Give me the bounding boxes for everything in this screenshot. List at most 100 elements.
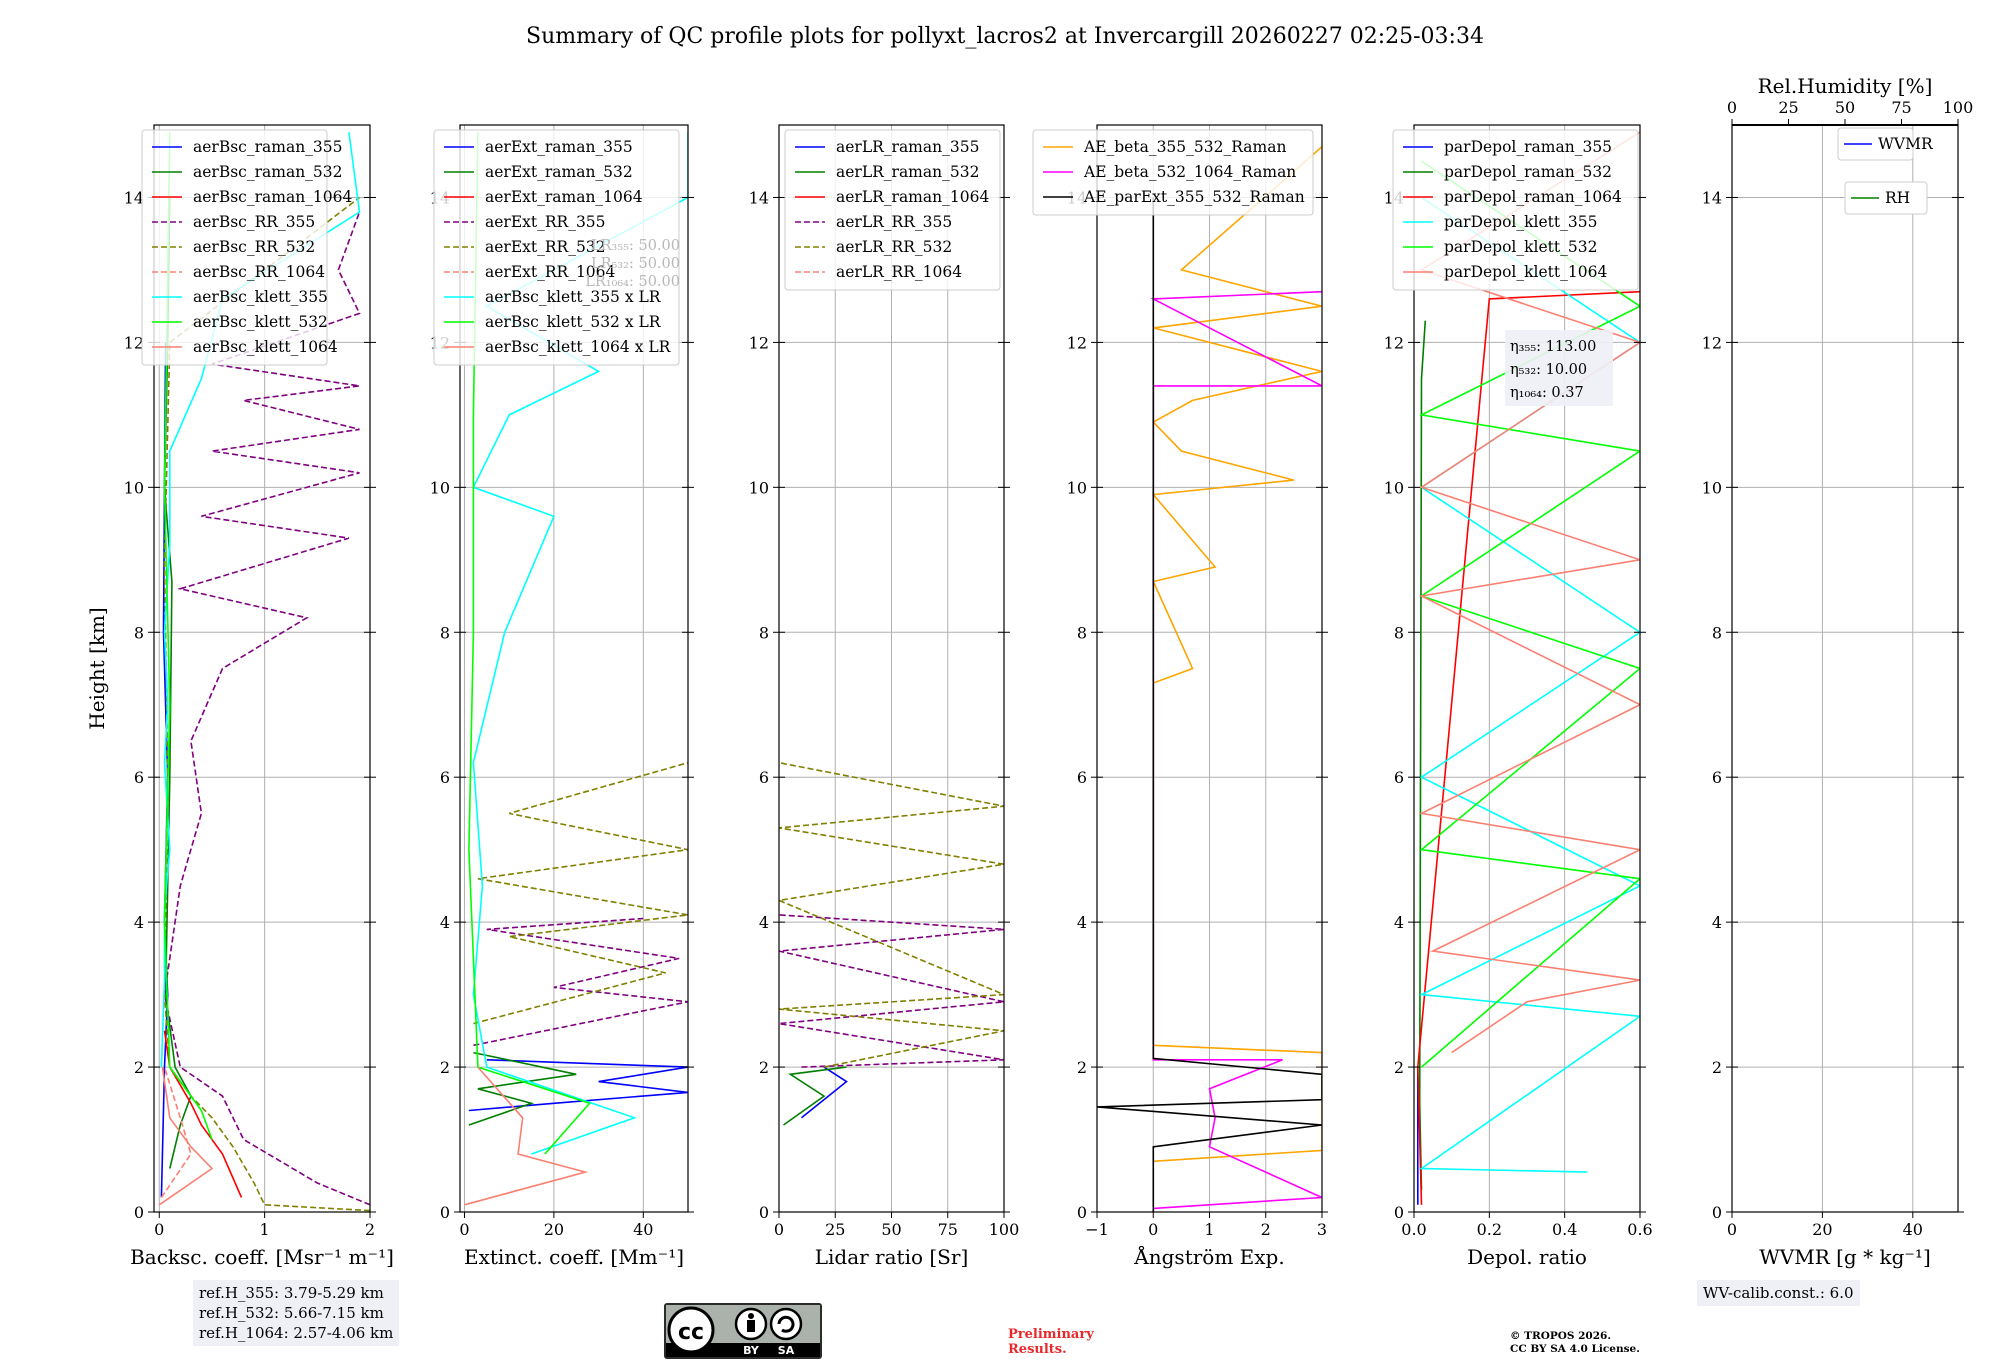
series-group <box>779 761 1004 1126</box>
cc-license-badge: cc BY SA <box>664 1303 822 1359</box>
wv-calib-box: WV-calib.const.: 6.0 <box>1697 1280 1860 1306</box>
wv-calib-text: WV-calib.const.: 6.0 <box>1703 1284 1854 1302</box>
y-tick-label: 2 <box>1394 1058 1404 1077</box>
y-tick-label: 0 <box>759 1203 769 1222</box>
legend-label-parDepol_raman_532: parDepol_raman_532 <box>1444 163 1612 181</box>
x-tick-label: 75 <box>938 1220 958 1239</box>
y-tick-label: 2 <box>134 1058 144 1077</box>
eta-annotation: η₅₃₂: 10.00 <box>1510 362 1587 378</box>
y-tick-label: 0 <box>134 1203 144 1222</box>
y-tick-label: 4 <box>134 913 144 932</box>
legend-label-aerBsc_RR_532: aerBsc_RR_532 <box>193 238 315 256</box>
x-tick-label: 25 <box>825 1220 845 1239</box>
y-tick-label: 12 <box>1384 333 1404 352</box>
legend-label-aerBsc_raman_355: aerBsc_raman_355 <box>193 138 343 156</box>
y-tick-label: 12 <box>749 333 769 352</box>
legend-label-aerBsc_klett_1064: aerBsc_klett_1064 <box>193 338 338 356</box>
x-tick-label: 40 <box>1903 1220 1923 1239</box>
y-tick-label: 8 <box>134 623 144 642</box>
top-x-tick-label: 0 <box>1727 98 1737 117</box>
legend-label-parDepol_raman_1064: parDepol_raman_1064 <box>1444 188 1622 206</box>
top-x-tick-label: 25 <box>1778 98 1798 117</box>
legend-label-aerBsc_klett_532 x LR: aerBsc_klett_532 x LR <box>485 313 662 331</box>
y-tick-label: 6 <box>1394 768 1404 787</box>
ref-height-532: ref.H_532: 5.66-7.15 km <box>199 1304 384 1322</box>
x-tick-label: 2 <box>1261 1220 1271 1239</box>
y-tick-label: 0 <box>1712 1203 1722 1222</box>
lr-annotation: LR₃₅₅: 50.00 <box>591 238 680 254</box>
series-line-aerLR_RR_532 <box>779 761 1004 1068</box>
eta-annotation: η₃₅₅: 113.00 <box>1510 339 1596 355</box>
cc-text: cc <box>678 1320 704 1345</box>
y-tick-label: 8 <box>1077 623 1087 642</box>
legend-label-aerLR_raman_532: aerLR_raman_532 <box>836 163 979 181</box>
series-line-aerExt_RR_355 <box>473 917 688 1047</box>
x-tick-label: 20 <box>1812 1220 1832 1239</box>
legend-label-aerBsc_raman_1064: aerBsc_raman_1064 <box>193 188 353 206</box>
y-tick-label: 8 <box>1712 623 1722 642</box>
x-tick-label: 1 <box>260 1220 270 1239</box>
legend-label-AE_beta_355_532_Raman: AE_beta_355_532_Raman <box>1083 138 1286 156</box>
y-tick-label: 14 <box>1702 188 1722 207</box>
copyright-line2: CC BY SA 4.0 License. <box>1510 1343 1640 1355</box>
legend-label-RH: RH <box>1885 189 1910 207</box>
y-tick-label: 12 <box>1067 333 1087 352</box>
y-tick-label: 2 <box>759 1058 769 1077</box>
x-tick-label: 0.6 <box>1627 1220 1652 1239</box>
legend-label-aerLR_RR_355: aerLR_RR_355 <box>836 213 952 231</box>
x-axis-label: Extinct. coeff. [Mm⁻¹] <box>464 1245 684 1269</box>
y-tick-label: 10 <box>1702 478 1722 497</box>
panel-lidar_ratio: 0 2 4 6 8 10 12 14 0 25 50 75 100 Lidar ratio [Sr] aer… <box>749 124 1019 1269</box>
legend-box <box>433 129 680 366</box>
legend: WVMR RH <box>1837 127 1934 215</box>
legend: aerExt_raman_355 aerExt_raman_532 aerExt_r… <box>433 129 680 366</box>
x-tick-label: 0 <box>774 1220 784 1239</box>
series-line-parDepol_raman_532 <box>1418 320 1427 1191</box>
cc-by-text: BY <box>743 1344 760 1357</box>
legend: aerLR_raman_355 aerLR_raman_532 aerLR_rama… <box>784 129 1001 291</box>
y-tick-label: 10 <box>1384 478 1404 497</box>
cc-sa-text: SA <box>778 1344 795 1357</box>
legend-box <box>1032 129 1314 216</box>
legend-label-aerExt_raman_1064: aerExt_raman_1064 <box>485 188 643 206</box>
y-tick-label: 6 <box>1712 768 1722 787</box>
y-tick-label: 14 <box>124 188 144 207</box>
y-tick-label: 0 <box>440 1203 450 1222</box>
legend-label-AE_parExt_355_532_Raman: AE_parExt_355_532_Raman <box>1083 188 1305 206</box>
axes-frame <box>459 124 689 1213</box>
series-group <box>1416 131 1640 1205</box>
legend-label-aerBsc_RR_1064: aerBsc_RR_1064 <box>193 263 325 281</box>
y-tick-label: 4 <box>1394 913 1404 932</box>
legend-box <box>1392 129 1639 291</box>
legend-label-aerLR_raman_355: aerLR_raman_355 <box>836 138 979 156</box>
legend-label-aerLR_raman_1064: aerLR_raman_1064 <box>836 188 989 206</box>
legend-label-parDepol_klett_1064: parDepol_klett_1064 <box>1444 263 1607 281</box>
legend-box <box>1844 181 1928 215</box>
y-tick-label: 10 <box>749 478 769 497</box>
series-line-parDepol_raman_1064 <box>1416 290 1640 1205</box>
copyright-note: © TROPOS 2026. CC BY SA 4.0 License. <box>1510 1330 1640 1356</box>
lr-annotation: LR₁₀₆₄: 50.00 <box>585 274 680 290</box>
y-tick-label: 10 <box>430 478 450 497</box>
cc-logo-icon: cc BY SA <box>666 1305 820 1357</box>
legend-label-aerLR_RR_532: aerLR_RR_532 <box>836 238 952 256</box>
y-tick-label: 14 <box>749 188 769 207</box>
x-tick-label: 0 <box>1148 1220 1158 1239</box>
legend-box <box>784 129 1001 291</box>
preliminary-line1: Preliminary <box>1008 1327 1094 1342</box>
series-line-aerExt_raman_532 <box>468 1051 577 1126</box>
series-line-aerBsc_klett_1064 x LR <box>464 1066 589 1206</box>
legend-label-aerBsc_klett_532: aerBsc_klett_532 <box>193 313 328 331</box>
y-tick-label: 12 <box>124 333 144 352</box>
series-line-aerBsc_klett_532 <box>163 132 213 1140</box>
legend: aerBsc_raman_355 aerBsc_raman_532 aerBsc_r… <box>141 129 353 366</box>
legend-label-aerExt_raman_532: aerExt_raman_532 <box>485 163 633 181</box>
x-axis-label: WVMR [g * kg⁻¹] <box>1759 1245 1931 1269</box>
legend: AE_beta_355_532_Raman AE_beta_532_1064_Ra… <box>1032 129 1314 216</box>
y-tick-label: 12 <box>1702 333 1722 352</box>
y-axis-label: Height [km] <box>85 607 109 729</box>
legend-label-aerExt_raman_355: aerExt_raman_355 <box>485 138 633 156</box>
